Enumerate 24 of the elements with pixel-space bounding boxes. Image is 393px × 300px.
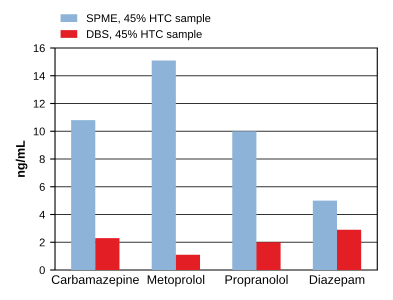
y-tick-label: 12 [34,100,45,108]
bar [71,120,96,270]
bar [232,131,256,270]
bar [95,238,120,270]
y-tick-label: 2 [40,238,45,246]
y-tick-label: 8 [40,155,45,164]
y-tick-label: 4 [39,210,45,219]
y-tick-label: 10 [34,128,45,136]
y-tick-label: 14 [34,72,45,80]
y-tick-label: 6 [40,183,45,191]
y-axis-title: ng/mL [16,140,28,177]
bar [152,60,176,270]
bar [312,200,337,270]
x-tick-label: Carbamazepine [52,274,139,287]
legend-label: SPME, 45% HTC sample [86,14,210,24]
legend-label: DBS, 45% HTC sample [87,30,202,40]
y-tick-label: 0 [40,266,45,274]
x-tick-label: Propranolol [225,274,288,287]
x-tick-label: Metoprolol [148,274,204,287]
x-tick-label: Diazepam [310,274,364,287]
bar [176,254,200,270]
bar [256,242,281,270]
y-tick-label: 16 [34,44,45,52]
bar [337,230,362,270]
